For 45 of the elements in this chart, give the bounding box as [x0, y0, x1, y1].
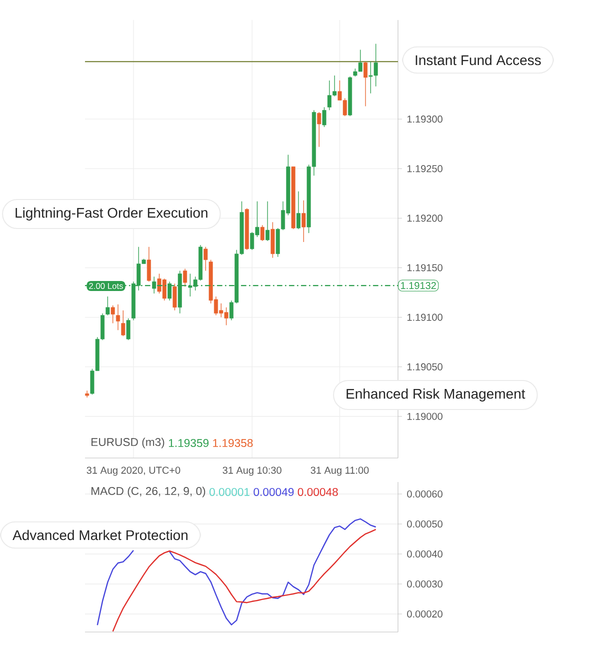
- candlestick: [172, 283, 177, 311]
- candlestick: [116, 304, 120, 331]
- y-tick-label: 1.19250: [407, 165, 442, 172]
- candlestick: [126, 318, 130, 340]
- annotation: 0.00048: [298, 488, 338, 496]
- y-tick-label: 0.00020: [407, 610, 442, 618]
- candlestick: [266, 201, 270, 242]
- y-tick-label: 1.19050: [407, 363, 442, 370]
- text: Instant Fund Access: [416, 54, 541, 66]
- candlestick: [146, 246, 151, 282]
- annotation: Advanced Market Protection: [12, 530, 188, 540]
- candlestick: [296, 191, 300, 230]
- candlestick: [260, 224, 264, 242]
- annotation: 0.00049: [254, 488, 294, 496]
- annotation: MACD (C, 26, 12, 9, 0): [92, 486, 206, 498]
- candlestick: [106, 296, 110, 316]
- candlestick: [85, 390, 90, 398]
- y-tick-label: 0.00050: [407, 520, 442, 528]
- y-tick-label: 0.00030: [407, 580, 442, 588]
- annotation: Enhanced Risk Management: [346, 388, 526, 402]
- candlestick: [204, 246, 208, 272]
- y-tick-label: 1.19100: [407, 314, 442, 321]
- candlestick: [121, 310, 126, 336]
- annotation: 1.19358: [213, 438, 253, 448]
- y-tick-label: 1.19150: [407, 264, 442, 272]
- annotation: 2.00 Lots: [89, 283, 123, 289]
- ref-line-label: 1.19132: [401, 282, 436, 290]
- x-tick-label: 31 Aug 2020, UTC+0: [86, 466, 180, 476]
- candlestick: [322, 106, 326, 128]
- annotation: 0.00001: [209, 488, 250, 496]
- y-tick-label: 0.00040: [407, 550, 442, 558]
- y-tick-label: 1.19200: [407, 214, 442, 222]
- annotation: Lightning-Fast Order Execution: [16, 207, 208, 221]
- y-tick-label: 0.00060: [407, 490, 442, 498]
- candlestick: [364, 61, 368, 107]
- candlestick: [302, 200, 306, 242]
- x-tick-label: 31 Aug 10:30: [222, 466, 282, 476]
- candlestick: [110, 305, 115, 324]
- candlestick: [317, 112, 322, 148]
- annotation: 1.19359: [168, 438, 209, 448]
- candlestick: [183, 268, 188, 287]
- y-tick-label: 1.19300: [407, 116, 442, 123]
- x-tick-label: 31 Aug 11:00: [310, 466, 369, 476]
- annotation: EURUSD (m3): [92, 438, 164, 448]
- y-tick-label: 1.19000: [407, 412, 442, 420]
